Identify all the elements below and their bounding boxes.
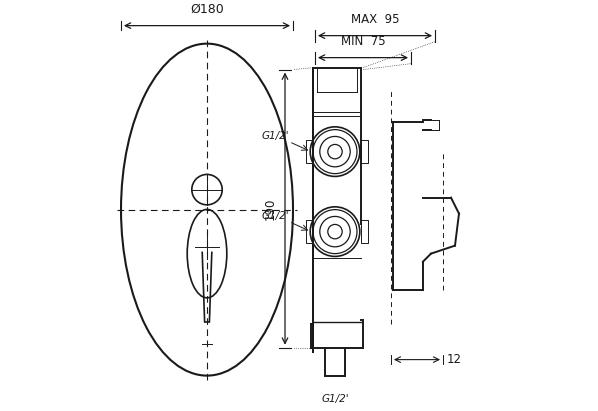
Bar	[361, 141, 368, 163]
Text: G1/2': G1/2'	[261, 131, 289, 141]
Text: Ø180: Ø180	[190, 2, 224, 16]
Bar	[306, 141, 313, 163]
Text: G1/2': G1/2'	[321, 394, 349, 404]
Text: MIN  75: MIN 75	[341, 35, 385, 48]
Text: 12: 12	[447, 353, 462, 366]
Bar	[306, 220, 313, 243]
Bar	[361, 220, 368, 243]
Text: MAX  95: MAX 95	[351, 13, 399, 25]
Text: 190: 190	[264, 197, 277, 220]
Text: G1/2': G1/2'	[261, 210, 289, 221]
